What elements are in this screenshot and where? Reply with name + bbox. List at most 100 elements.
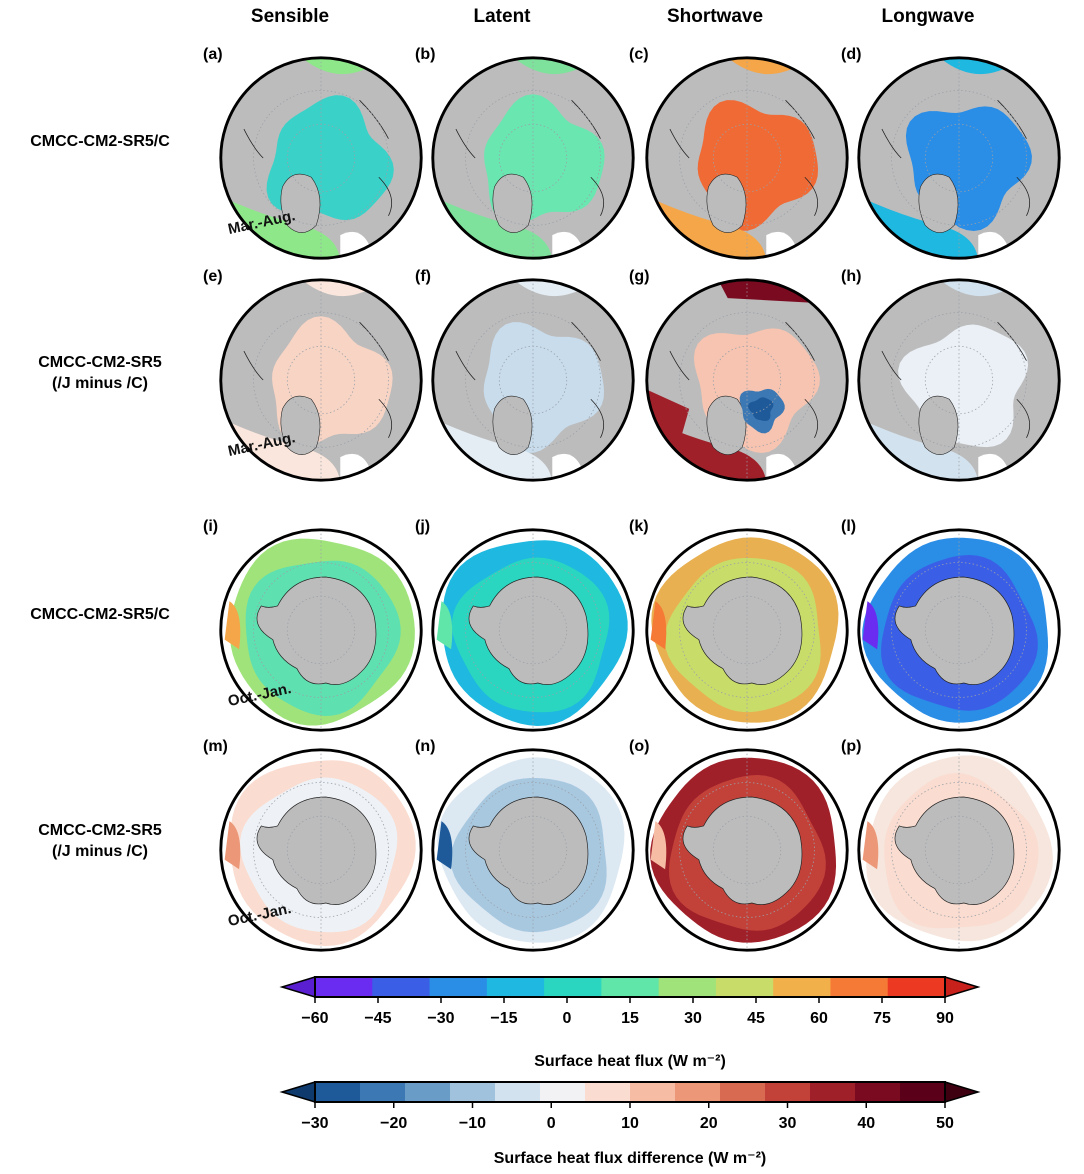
colorbar1-swatch-9 (830, 977, 889, 997)
colorbar1-tick-label-3: −15 (490, 1010, 517, 1027)
colorbar1-tick-label-9: 75 (873, 1010, 891, 1027)
panel-label-o: (o) (629, 738, 650, 755)
colorbar1-tick-label-10: 90 (936, 1010, 954, 1027)
map-panel-e (219, 278, 423, 482)
panel-label-d: (d) (841, 46, 862, 63)
panel-label-f: (f) (415, 268, 431, 285)
colorbar1-tick-label-1: −45 (364, 1010, 391, 1027)
colorbar2-swatch-7 (630, 1082, 676, 1102)
map-panel-o (645, 748, 849, 952)
map-content (432, 529, 634, 731)
panel-label-e: (e) (203, 268, 223, 285)
row-label-3-line1: CMCC-CM2-SR5/C (30, 606, 170, 623)
colorbar2-tick-label-1: −20 (380, 1115, 407, 1132)
map-content (220, 749, 422, 951)
map-panel-a (219, 56, 423, 260)
map-panel-c (645, 56, 849, 260)
colorbar2-swatch-3 (450, 1082, 496, 1102)
colorbar-title-surface-heat-flux-difference: Surface heat flux difference (W m⁻²) (493, 1150, 767, 1167)
colorbar2-swatch-6 (585, 1082, 631, 1102)
map-content (646, 57, 848, 259)
map-panel-p (857, 748, 1061, 952)
colorbar1-tick-label-6: 30 (684, 1010, 702, 1027)
row-label-3: CMCC-CM2-SR5/C (0, 604, 200, 625)
map-panel-b (431, 56, 635, 260)
colorbar2-swatch-0 (315, 1082, 361, 1102)
map-content (646, 529, 848, 731)
panel-label-h: (h) (841, 268, 862, 285)
colorbar1-swatch-2 (429, 977, 488, 997)
map-content (858, 279, 1060, 481)
colorbar2-tick-label-8: 50 (936, 1115, 954, 1132)
colorbar1-under-arrow (279, 975, 316, 999)
map-content (646, 749, 848, 951)
colorbar2-tick-label-0: −30 (301, 1115, 328, 1132)
column-title-longwave: Longwave (881, 6, 975, 27)
map-panel-j (431, 528, 635, 732)
colorbar1-swatch-10 (887, 977, 946, 997)
colorbar1-swatch-0 (315, 977, 373, 997)
column-title-shortwave: Shortwave (666, 6, 764, 27)
colorbar2-swatch-1 (360, 1082, 406, 1102)
row-label-2: CMCC-CM2-SR5 (/J minus /C) (0, 352, 200, 394)
panel-label-p: (p) (841, 738, 862, 755)
column-title-latent: Latent (473, 6, 531, 27)
colorbar-title-surface-heat-flux: Surface heat flux (W m⁻²) (534, 1053, 726, 1070)
colorbar2-under-arrow (279, 1080, 316, 1104)
colorbar1-tick-label-2: −30 (427, 1010, 454, 1027)
colorbar-surface-heat-flux: −60 −45 −30 −15 0 15 30 45 60 75 90 (279, 975, 981, 1027)
colorbar2-swatch-11 (810, 1082, 856, 1102)
colorbar2-over-arrow (944, 1080, 981, 1104)
colorbar1-tick-label-0: −60 (301, 1010, 328, 1027)
map-panel-g (645, 278, 849, 482)
colorbar2-swatch-4 (495, 1082, 541, 1102)
colorbar1-swatch-4 (544, 977, 602, 997)
map-panel-m (219, 748, 423, 952)
colorbar1-over-arrow (944, 975, 981, 999)
colorbar1-tick-label-8: 60 (810, 1010, 828, 1027)
map-panel-d (857, 56, 1061, 260)
row-label-2-line2: (/J minus /C) (51, 375, 148, 392)
colorbar1-tick-label-5: 15 (621, 1010, 639, 1027)
map-panel-k (645, 528, 849, 732)
colorbar2-tick-label-2: −10 (459, 1115, 486, 1132)
row-label-1: CMCC-CM2-SR5/C (0, 131, 200, 152)
colorbar1-swatch-5 (601, 977, 660, 997)
map-panel-n (431, 748, 635, 952)
panel-label-k: (k) (629, 518, 649, 535)
panel-label-j: (j) (415, 518, 431, 535)
map-content (432, 57, 634, 259)
map-content (220, 529, 422, 731)
panel-label-i: (i) (203, 518, 219, 535)
row-label-4-line1: CMCC-CM2-SR5 (38, 822, 162, 839)
map-content (646, 279, 848, 481)
row-label-4: CMCC-CM2-SR5 (/J minus /C) (0, 820, 200, 862)
map-content (858, 57, 1060, 259)
colorbar1-swatch-6 (658, 977, 717, 997)
panel-label-a: (a) (203, 46, 223, 63)
colorbar1-tick-label-7: 45 (747, 1010, 765, 1027)
column-title-sensible: Sensible (250, 6, 330, 27)
map-panel-h (857, 278, 1061, 482)
colorbar1-swatch-3 (486, 977, 545, 997)
map-panel-i (219, 528, 423, 732)
map-panel-f (431, 278, 635, 482)
map-panel-l (857, 528, 1061, 732)
panel-label-b: (b) (415, 46, 436, 63)
panel-label-c: (c) (629, 46, 649, 63)
panel-label-m: (m) (203, 738, 228, 755)
colorbar2-swatch-5 (540, 1082, 586, 1102)
colorbar1-tick-label-4: 0 (563, 1010, 572, 1027)
colorbar2-swatch-10 (765, 1082, 811, 1102)
row-label-2-line1: CMCC-CM2-SR5 (38, 354, 162, 371)
map-content (858, 529, 1060, 731)
colorbar1-swatch-1 (372, 977, 431, 997)
row-label-1-line1: CMCC-CM2-SR5/C (30, 133, 170, 150)
colorbar1-swatch-7 (715, 977, 774, 997)
colorbar2-tick-label-7: 40 (857, 1115, 875, 1132)
map-content (432, 279, 634, 481)
map-content (858, 749, 1060, 951)
colorbar-surface-heat-flux-difference: −30 −20 −10 0 10 20 30 40 50 (279, 1080, 981, 1132)
colorbar2-swatch-8 (675, 1082, 721, 1102)
panel-label-l: (l) (841, 518, 857, 535)
